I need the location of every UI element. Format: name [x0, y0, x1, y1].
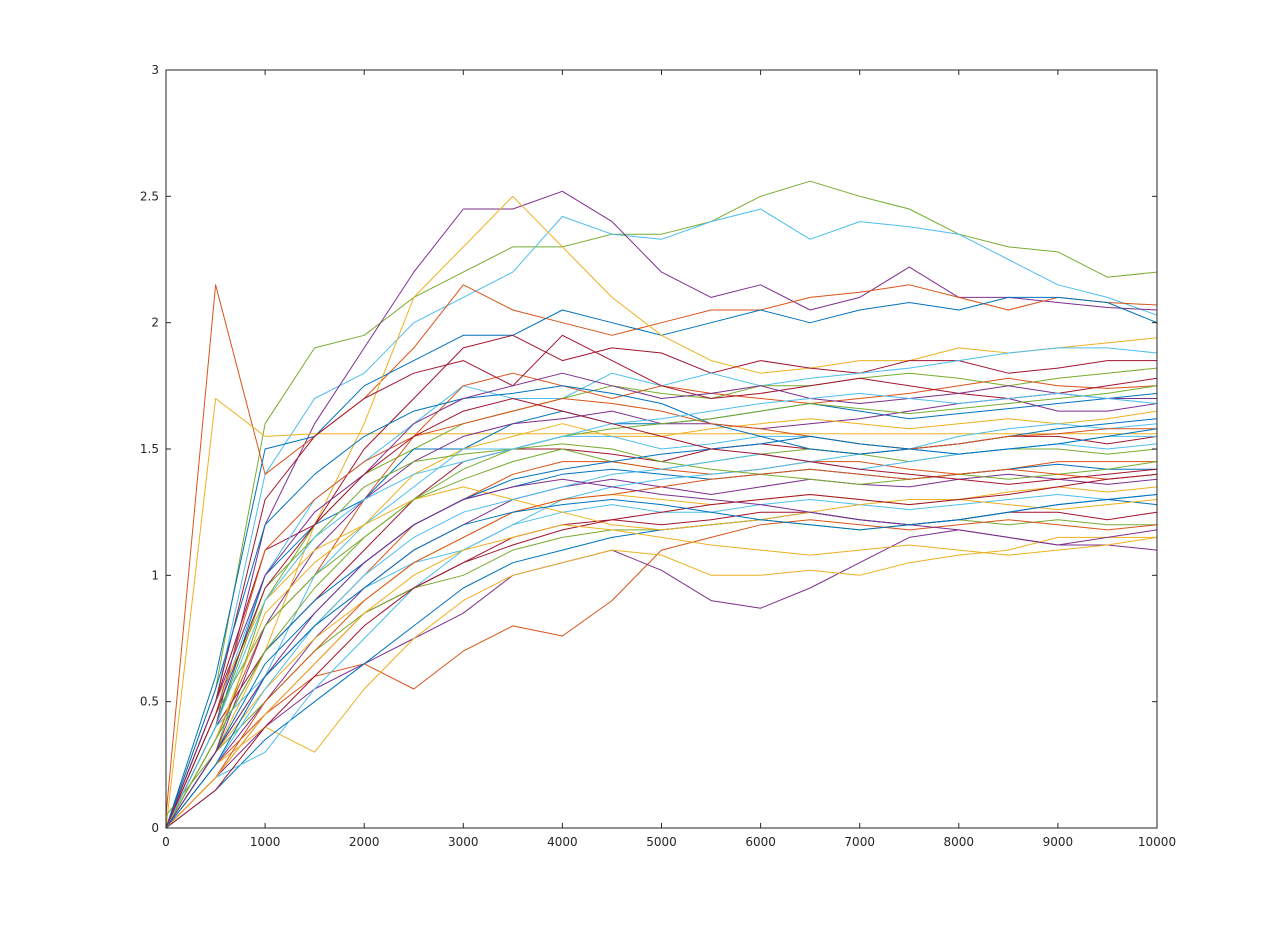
series-line-27 [166, 536, 1157, 828]
series-line-41 [166, 524, 1157, 828]
series-line-2 [166, 208, 1157, 828]
series-layer [166, 180, 1157, 828]
x-tick-label: 2000 [349, 835, 380, 849]
series-line-34 [166, 486, 1157, 828]
series-line-1 [166, 180, 1157, 828]
series-line-7 [166, 195, 1157, 828]
y-tick-label: 0.5 [140, 695, 159, 709]
x-tick-label: 4000 [547, 835, 578, 849]
x-tick-label: 0 [162, 835, 170, 849]
series-line-39 [166, 473, 1157, 828]
series-line-30 [166, 334, 1157, 828]
y-tick-label: 2 [151, 316, 159, 330]
series-line-6 [166, 398, 1157, 828]
series-line-38 [166, 468, 1157, 828]
tick-layer: 0 1000 2000 3000 4000 5000 6000 7000 8000 9000 100… [140, 63, 1176, 849]
series-line-3 [166, 190, 1157, 828]
series-line-45 [166, 494, 1157, 828]
series-line-42 [166, 478, 1157, 828]
y-tick-label: 2.5 [140, 189, 159, 203]
x-tick-label: 5000 [646, 835, 677, 849]
series-line-21 [166, 486, 1157, 828]
x-tick-label: 1000 [250, 835, 281, 849]
y-tick-label: 1 [151, 568, 159, 582]
y-tick-label: 0 [151, 821, 159, 835]
x-tick-label: 3000 [448, 835, 479, 849]
x-tick-label: 7000 [844, 835, 875, 849]
x-tick-label: 10000 [1138, 835, 1176, 849]
y-tick-label: 3 [151, 63, 159, 77]
series-line-40 [166, 385, 1157, 828]
series-line-43 [166, 392, 1157, 828]
series-line-15 [166, 423, 1157, 828]
series-line-32 [166, 398, 1157, 828]
x-tick-label: 8000 [944, 835, 975, 849]
series-line-35 [166, 372, 1157, 828]
x-tick-label: 9000 [1043, 835, 1074, 849]
series-line-33 [166, 443, 1157, 828]
x-tick-label: 6000 [745, 835, 776, 849]
y-tick-label: 1.5 [140, 442, 159, 456]
series-line-44 [166, 398, 1157, 828]
